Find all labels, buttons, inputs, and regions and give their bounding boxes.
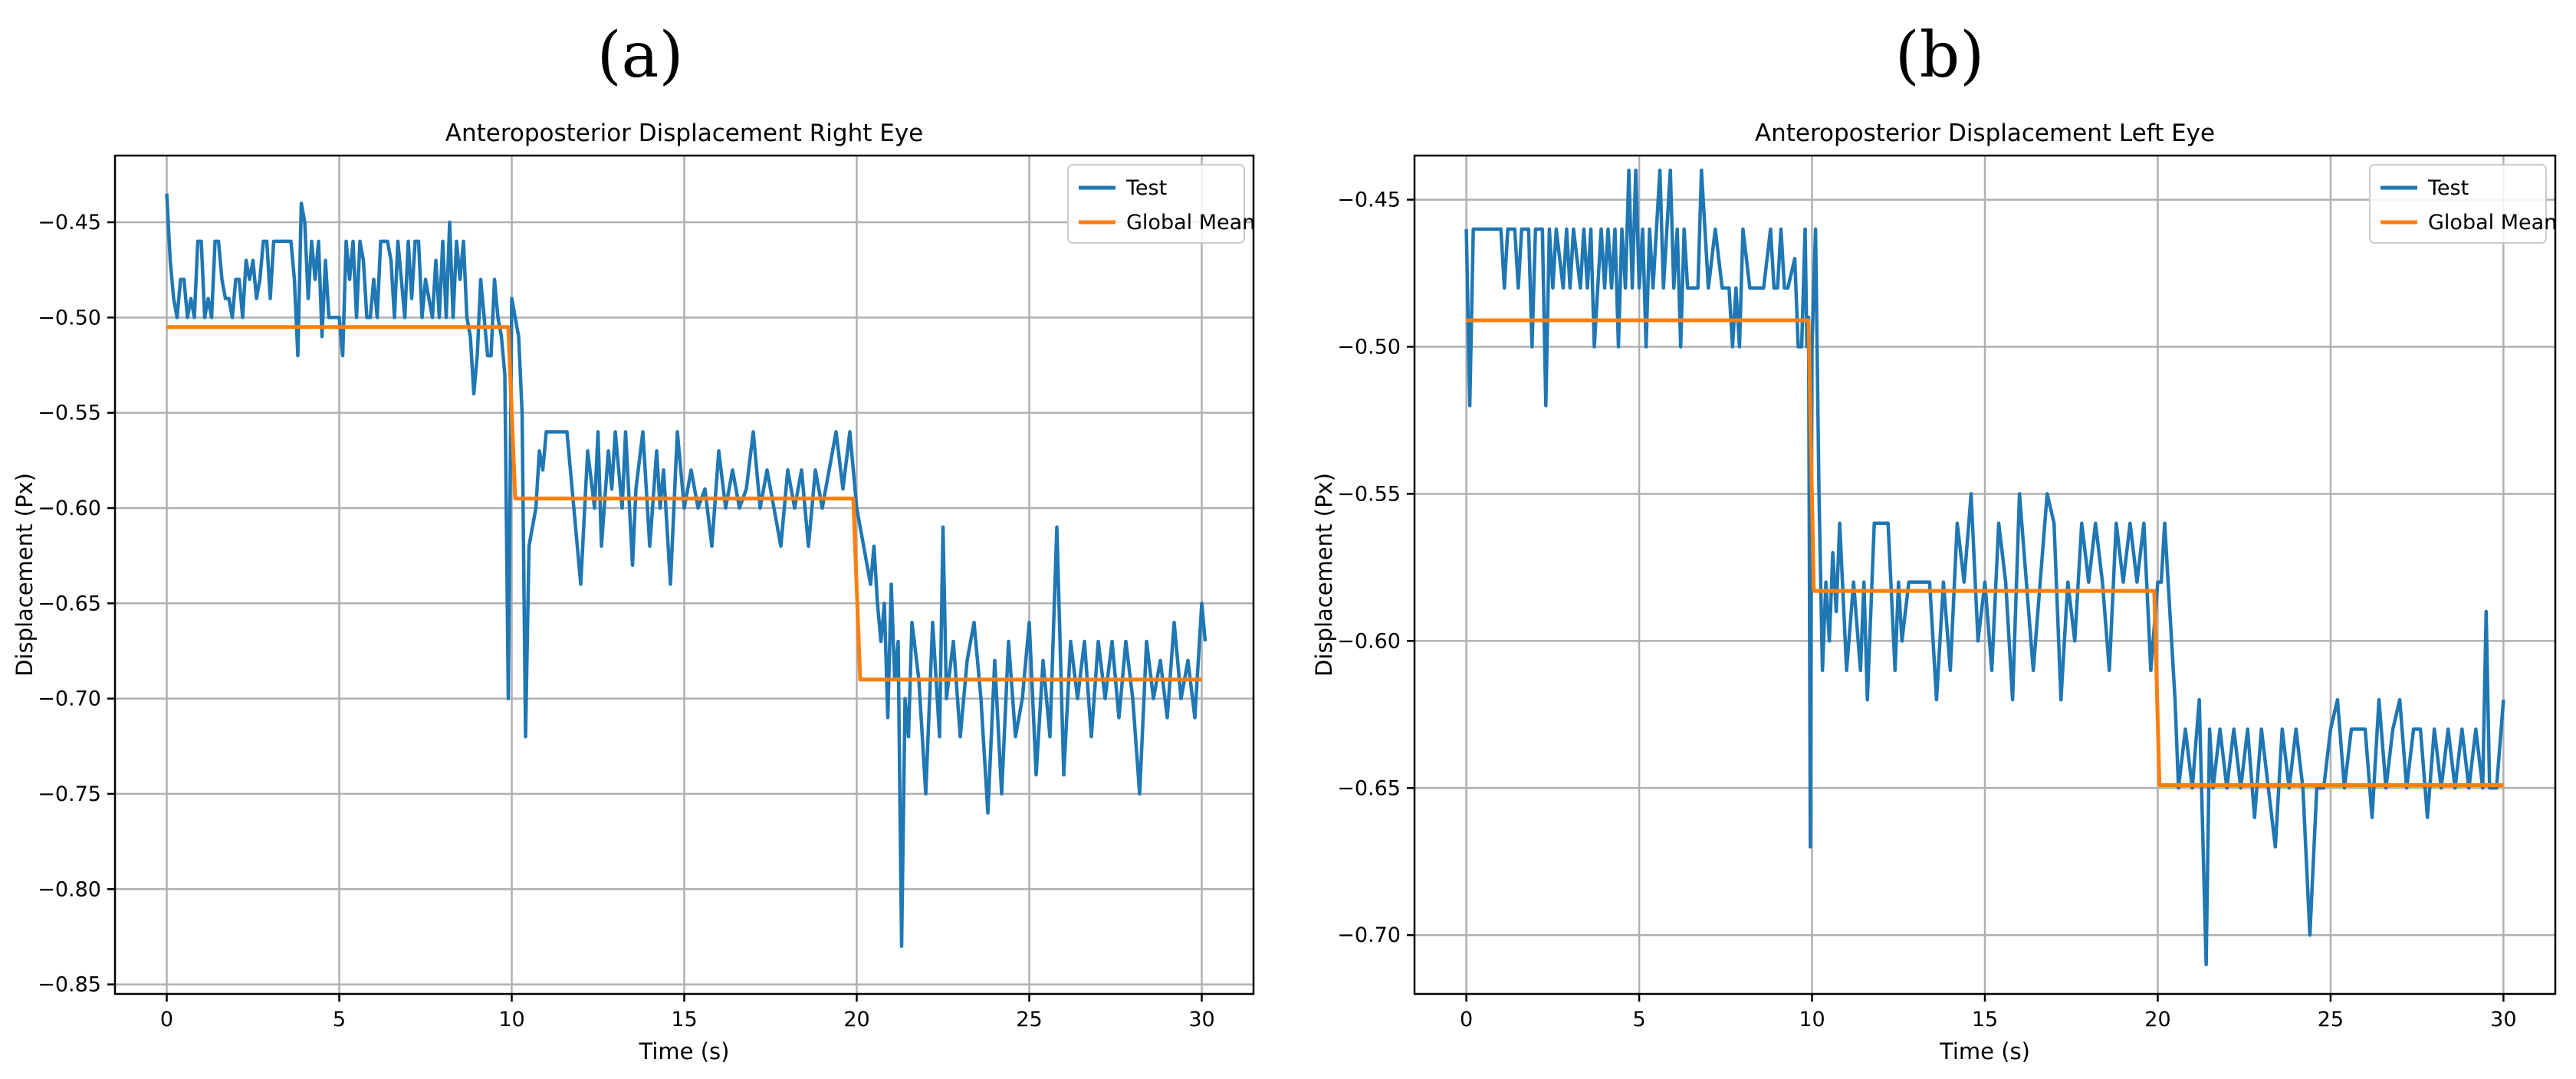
x-tick-label: 0 (1460, 1008, 1473, 1031)
panel-label: (a) (597, 19, 684, 92)
y-tick-label: −0.70 (38, 687, 101, 711)
series-line-test (165, 193, 1208, 949)
y-tick-label: −0.50 (1337, 336, 1401, 359)
legend-label-test: Test (2427, 176, 2469, 200)
y-tick-label: −0.70 (1337, 923, 1401, 947)
x-axis-label: Time (s) (639, 1038, 730, 1064)
series-line-global-mean (1466, 318, 2504, 787)
panel-label: (b) (1895, 19, 1984, 92)
legend-label-test: Test (1125, 176, 1167, 200)
x-axis-label: Time (s) (1939, 1038, 2030, 1064)
x-tick-label: 25 (2318, 1008, 2344, 1031)
series-line-global-mean (166, 325, 1202, 682)
chart-panel-a: (a) Anteroposterior Displacement Right Ey… (12, 19, 1255, 1064)
y-tick-label: −0.45 (1337, 189, 1401, 212)
y-axis-label: Displacement (Px) (12, 473, 38, 677)
x-tick-label: 30 (2490, 1008, 2516, 1031)
x-tick-label: 10 (1799, 1008, 1825, 1031)
grid (1414, 156, 2555, 994)
y-tick-label: −0.45 (38, 211, 101, 234)
x-tick-label: 10 (498, 1008, 524, 1031)
chart-title: Anteroposterior Displacement Right Eye (445, 120, 924, 147)
y-tick-label: −0.60 (1337, 629, 1401, 653)
grid (115, 156, 1254, 994)
x-tick-label: 0 (160, 1008, 173, 1031)
y-tick-label: −0.50 (38, 306, 101, 330)
y-tick-label: −0.65 (38, 592, 101, 615)
y-tick-label: −0.80 (38, 877, 101, 901)
y-tick-label: −0.55 (38, 402, 101, 425)
legend: Test Global Mean (2369, 164, 2557, 244)
y-axis-label: Displacement (Px) (1311, 473, 1337, 677)
x-tick-label: 5 (333, 1008, 346, 1031)
y-tick-label: −0.55 (1337, 482, 1401, 506)
series-line-test (1464, 168, 2505, 966)
chart-title: Anteroposterior Displacement Left Eye (1755, 120, 2215, 147)
y-tick-label: −0.60 (38, 497, 101, 520)
x-tick-label: 5 (1632, 1008, 1645, 1031)
y-tick-label: −0.75 (38, 782, 101, 806)
legend-label-global-mean: Global Mean (2428, 211, 2557, 234)
x-tick-label: 15 (671, 1008, 697, 1031)
x-tick-label: 20 (843, 1008, 869, 1031)
legend: Test Global Mean (1067, 164, 1255, 244)
y-tick-label: −0.85 (38, 973, 101, 997)
x-tick-label: 20 (2144, 1008, 2170, 1031)
legend-label-global-mean: Global Mean (1126, 211, 1255, 234)
x-tick-label: 15 (1972, 1008, 1998, 1031)
chart-panel-b: (b) Anteroposterior Displacement Left Eye… (1311, 19, 2557, 1064)
x-tick-label: 25 (1016, 1008, 1042, 1031)
y-tick-label: −0.65 (1337, 776, 1401, 800)
x-tick-label: 30 (1188, 1008, 1214, 1031)
